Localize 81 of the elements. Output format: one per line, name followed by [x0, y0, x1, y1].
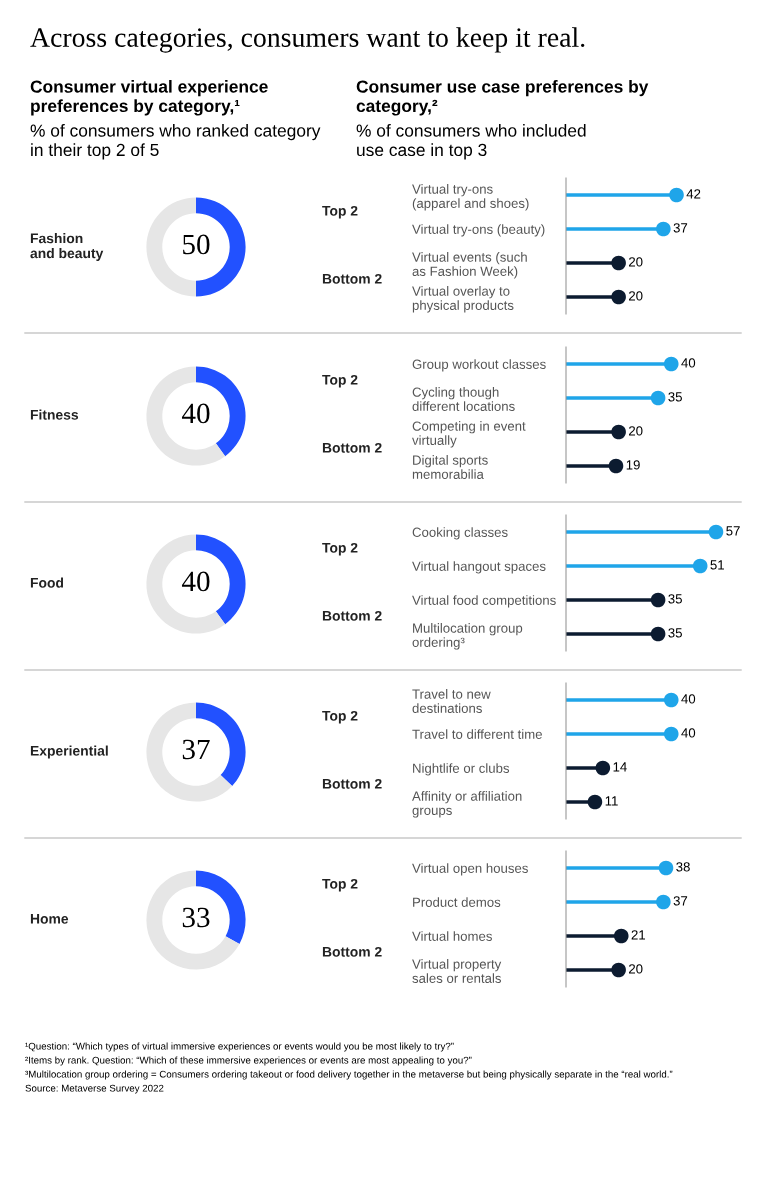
text: Top 2 — [322, 878, 358, 892]
point — [611, 424, 626, 440]
point — [663, 356, 679, 372]
point — [613, 928, 629, 944]
y-tick-label: Travel to different time — [412, 729, 542, 739]
y-tick-label: Virtual try-ons (beauty) — [412, 224, 545, 237]
source-note: Source: Metaverse Survey 2022 — [25, 1084, 164, 1094]
data-label: 40 — [181, 403, 210, 424]
y-tick-label: Competing in event virtually — [412, 421, 526, 448]
data-label: 35 — [668, 594, 682, 604]
donut-slice — [146, 702, 233, 802]
point — [658, 860, 674, 876]
y-tick-label: Virtual open houses — [412, 863, 528, 876]
text: ¹Question: “Which types of virtual immersive experiences or events would you be most likely to try?” — [25, 1042, 454, 1052]
data-label: 20 — [629, 291, 643, 301]
y-tick-label: Group workout classes — [412, 359, 546, 372]
data-label: 37 — [673, 896, 688, 906]
y-tick-label: Virtual homes — [412, 931, 492, 941]
text: Bottom 2 — [322, 273, 382, 284]
point — [608, 458, 624, 474]
data-label: 37 — [182, 739, 210, 760]
data-label: 20 — [629, 426, 643, 436]
data-label: 40 — [181, 571, 210, 592]
y-tick-label: Nightlife or clubs — [413, 763, 510, 776]
text: Top 2 — [322, 542, 358, 556]
text: Fitness — [30, 409, 79, 420]
data-label: 19 — [626, 460, 640, 470]
data-label: 20 — [629, 257, 643, 267]
text: % of consumers who included use case in top 3 — [356, 124, 586, 160]
text: Bottom 2 — [322, 442, 382, 453]
y-tick-label: Digital sports memorabilia — [412, 455, 488, 479]
data-label: 40 — [681, 358, 696, 368]
data-label: 40 — [681, 728, 696, 738]
data-label: 50 — [183, 234, 210, 255]
text: Across categories, consumers want to keep it real. — [30, 27, 585, 53]
text: Top 2 — [322, 710, 358, 724]
text: Food — [30, 577, 64, 588]
y-tick-label: Travel to new destinations — [412, 689, 491, 713]
text: Bottom 2 — [322, 778, 382, 789]
y-tick-label: Virtual food competitions — [412, 595, 556, 608]
y-tick-label: Cycling though different locations — [412, 387, 515, 411]
text: ²Items by rank. Question: “Which of these immersive experiences or events are most appealing to you?” — [25, 1056, 472, 1066]
point — [650, 390, 666, 406]
y-tick-label: Product demos — [413, 897, 501, 907]
donut-slice — [146, 870, 240, 970]
text: Top 2 — [322, 205, 358, 219]
data-label: 37 — [673, 223, 688, 233]
text: Top 2 — [322, 374, 358, 388]
y-tick-label: Virtual try-ons (apparel and shoes) — [412, 184, 529, 211]
data-label: 35 — [668, 392, 682, 402]
data-label: 14 — [613, 762, 627, 772]
data-label: 21 — [631, 930, 646, 940]
y-tick-label: Virtual property sales or rentals — [412, 959, 502, 983]
text: Bottom 2 — [322, 610, 382, 621]
point — [656, 894, 671, 910]
data-label: 11 — [605, 796, 618, 806]
data-label: 35 — [668, 628, 682, 638]
text: ³Multilocation group ordering = Consumers ordering takeout or food delivery together in the metaverse but being physically separate in the “real world.” — [25, 1070, 673, 1080]
y-tick-label: Virtual events (such as Fashion Week) — [412, 252, 527, 279]
donut-slice — [146, 366, 226, 466]
text: Home — [30, 914, 69, 924]
text: % of consumers who ranked category in their top 2 of 5 — [30, 124, 321, 160]
data-label: 40 — [681, 694, 696, 704]
data-label: 20 — [629, 964, 643, 974]
y-tick-label: Affinity or affiliation groups — [412, 791, 522, 818]
data-label: 51 — [710, 560, 724, 570]
y-tick-label: Multilocation group ordering³ — [412, 623, 523, 650]
text: Bottom 2 — [322, 946, 382, 957]
data-label: 33 — [182, 907, 210, 928]
data-label: 42 — [686, 189, 701, 199]
text: Consumer use case preferences by category,² — [356, 80, 649, 116]
text: Fashion and beauty — [30, 233, 104, 261]
y-tick-label: Virtual hangout spaces — [412, 561, 546, 574]
text: Experiential — [30, 745, 108, 759]
data-label: 38 — [676, 862, 690, 872]
donut-slice — [146, 534, 226, 634]
data-label: 57 — [726, 526, 740, 536]
y-tick-label: Cooking classes — [412, 527, 508, 540]
text: Consumer virtual experience preferences by category,¹ — [30, 80, 268, 116]
y-tick-label: Virtual overlay to physical products — [412, 286, 514, 313]
point — [611, 962, 626, 978]
